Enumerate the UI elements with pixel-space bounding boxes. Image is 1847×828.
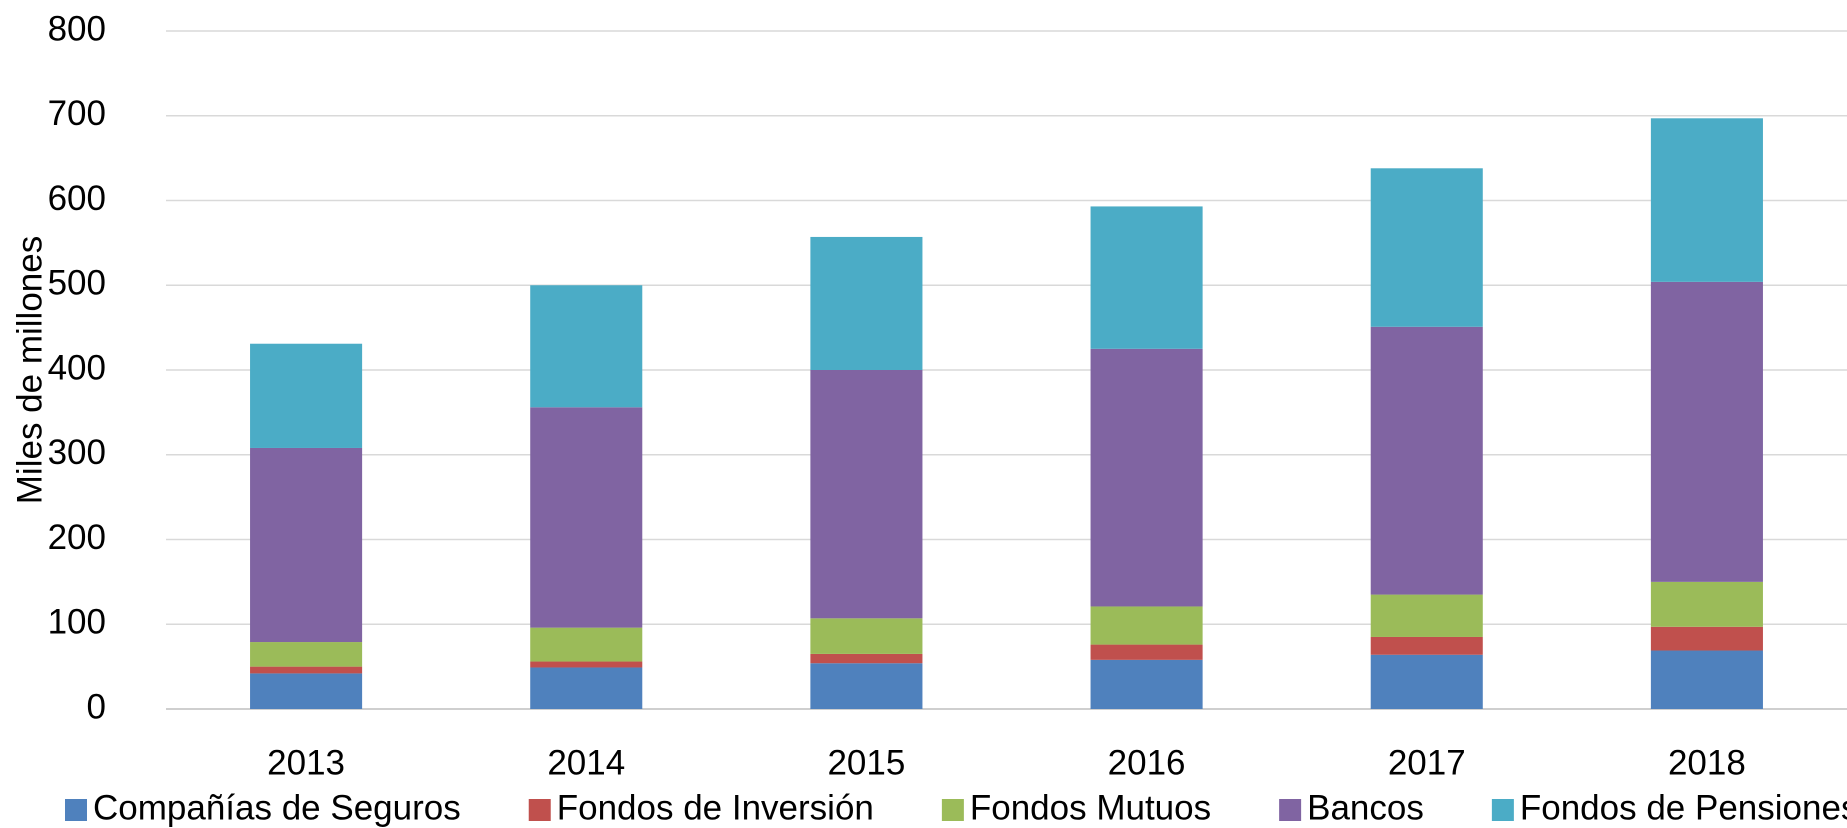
legend-swatch xyxy=(528,799,551,821)
bar-segment xyxy=(810,653,923,664)
bar-segment xyxy=(1650,281,1763,582)
y-tick-label: 400 xyxy=(48,348,106,387)
bar-segment xyxy=(1090,644,1203,660)
bar-segment xyxy=(810,618,923,654)
bar-segment xyxy=(250,673,363,709)
y-tick-label: 600 xyxy=(48,179,106,218)
legend-swatch xyxy=(941,799,964,821)
x-tick-label: 2013 xyxy=(267,743,345,782)
x-tick-label: 2014 xyxy=(547,743,625,782)
bar-segment xyxy=(1090,348,1203,607)
x-tick-label: 2016 xyxy=(1108,743,1186,782)
bar-segment xyxy=(1650,118,1763,282)
y-tick-label: 800 xyxy=(48,9,106,48)
y-axis-title: Miles de millones xyxy=(10,236,49,504)
bar-segment xyxy=(810,370,923,619)
bar-segment xyxy=(530,667,643,709)
x-tick-label: 2017 xyxy=(1388,743,1466,782)
bar-segment xyxy=(530,407,643,628)
legend-label: Fondos de Pensiones xyxy=(1520,788,1847,827)
bar-segment xyxy=(1650,626,1763,651)
bar-segment xyxy=(810,663,923,709)
bar-segment xyxy=(250,447,363,643)
y-tick-label: 300 xyxy=(48,433,106,472)
y-tick-label: 700 xyxy=(48,94,106,133)
bar-segment xyxy=(1370,326,1483,595)
bar-segment xyxy=(1650,650,1763,709)
bar-segment xyxy=(1370,168,1483,327)
y-tick-label: 500 xyxy=(48,264,106,303)
bar-segment xyxy=(1370,636,1483,655)
x-tick-label: 2015 xyxy=(827,743,905,782)
y-tick-label: 200 xyxy=(48,518,106,557)
y-tick-label: 0 xyxy=(87,687,106,726)
bar-segment xyxy=(530,661,643,668)
bar-segment xyxy=(250,666,363,674)
bar-segment xyxy=(810,236,923,370)
legend-swatch xyxy=(1279,799,1302,821)
legend-swatch xyxy=(65,799,87,821)
bar-segment xyxy=(250,642,363,667)
bar-segment xyxy=(1090,659,1203,709)
bar-segment xyxy=(1090,206,1203,349)
bar-segment xyxy=(1090,606,1203,645)
y-tick-label: 100 xyxy=(48,603,106,642)
bar-segment xyxy=(1370,654,1483,709)
legend-label: Compañías de Seguros xyxy=(93,788,461,827)
legend-label: Fondos Mutuos xyxy=(970,788,1211,827)
bar-segment xyxy=(1650,581,1763,627)
legend-swatch xyxy=(1491,799,1514,821)
x-tick-label: 2018 xyxy=(1668,743,1746,782)
bar-segment xyxy=(530,627,643,662)
legend-label: Fondos de Inversión xyxy=(557,788,874,827)
bar-segment xyxy=(1370,594,1483,637)
bar-segment xyxy=(530,285,643,408)
legend-label: Bancos xyxy=(1307,788,1424,827)
bar-segment xyxy=(250,343,363,448)
